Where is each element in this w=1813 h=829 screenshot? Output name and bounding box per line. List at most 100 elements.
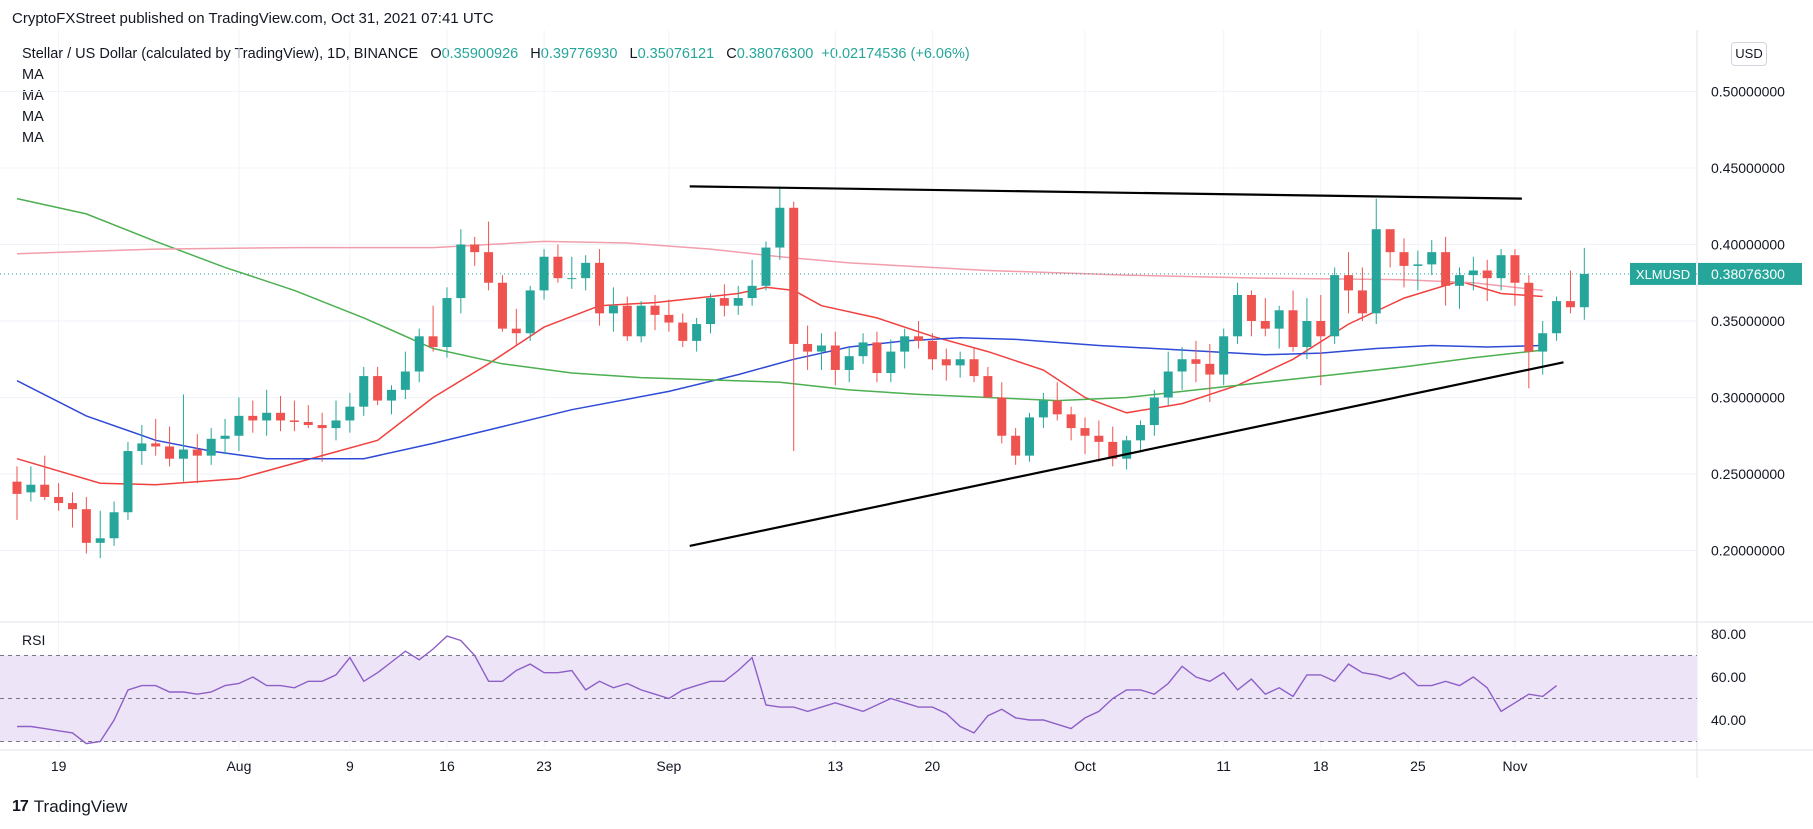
candle[interactable] [497, 275, 507, 332]
candle[interactable] [664, 299, 674, 332]
candle[interactable] [789, 201, 799, 452]
symbol-description[interactable]: Stellar / US Dollar (calculated by Tradi… [22, 46, 419, 62]
candle[interactable] [428, 305, 438, 352]
time-axis[interactable]: 19 Aug 9 16 23 Sep 13 20 Oct 11 18 25 Nov [51, 758, 1528, 774]
candle[interactable] [206, 428, 216, 465]
candle[interactable] [470, 236, 480, 266]
candle[interactable] [1038, 392, 1048, 429]
candle[interactable] [1233, 282, 1243, 344]
candle[interactable] [1205, 343, 1215, 403]
candle[interactable] [81, 496, 91, 554]
candle[interactable] [1191, 340, 1201, 383]
candle[interactable] [248, 400, 258, 433]
candle[interactable] [1496, 249, 1506, 291]
candle[interactable] [692, 317, 702, 352]
tradingview-logo-icon[interactable]: 17 [12, 798, 29, 815]
candle[interactable] [678, 313, 688, 348]
candle[interactable] [1288, 290, 1298, 352]
candle[interactable] [706, 293, 715, 334]
candle[interactable] [12, 466, 22, 520]
candle[interactable] [872, 331, 882, 383]
ma-legend-1[interactable]: MA [22, 67, 44, 83]
candle[interactable] [151, 418, 161, 456]
candle[interactable] [1441, 236, 1451, 306]
candle[interactable] [192, 434, 202, 484]
candle[interactable] [581, 255, 591, 291]
candle[interactable] [650, 294, 660, 331]
rsi-pane[interactable]: RSI 40.00 60.00 80.00 [0, 626, 1746, 745]
candle[interactable] [1246, 290, 1256, 337]
candle[interactable] [553, 244, 563, 283]
candle[interactable] [54, 483, 64, 511]
candle[interactable] [442, 287, 452, 358]
candle[interactable] [761, 241, 771, 291]
moving-average-line[interactable] [16, 337, 1543, 460]
candles[interactable] [12, 186, 1589, 559]
candle[interactable] [1094, 420, 1104, 462]
candle[interactable] [1454, 267, 1464, 309]
candle[interactable] [123, 441, 133, 520]
candle[interactable] [220, 418, 230, 455]
ma-legend-3[interactable]: MA [22, 109, 44, 125]
candle[interactable] [955, 351, 965, 378]
candle[interactable] [1025, 412, 1035, 462]
candle[interactable] [1177, 347, 1187, 390]
candle[interactable] [373, 366, 383, 406]
candle[interactable] [234, 397, 244, 452]
trendlines[interactable] [689, 185, 1564, 547]
candle[interactable] [1302, 298, 1312, 360]
candle[interactable] [525, 285, 535, 341]
candle[interactable] [539, 249, 549, 300]
candle[interactable] [567, 256, 577, 289]
candle[interactable] [969, 348, 979, 383]
candle[interactable] [1371, 198, 1381, 325]
candle[interactable] [636, 301, 646, 343]
candle[interactable] [900, 328, 910, 369]
candle[interactable] [622, 296, 632, 341]
candle[interactable] [178, 394, 188, 482]
candle[interactable] [165, 426, 175, 467]
candle[interactable] [95, 510, 105, 559]
candle[interactable] [1357, 267, 1367, 321]
candle[interactable] [67, 492, 77, 528]
tradingview-brand[interactable]: TradingView [33, 797, 128, 816]
rsi-line[interactable] [17, 635, 1558, 745]
candle[interactable] [1330, 267, 1340, 344]
candle[interactable] [844, 347, 854, 383]
candle[interactable] [1579, 247, 1589, 320]
currency-badge[interactable]: USD [1731, 42, 1767, 66]
candle[interactable] [775, 186, 785, 260]
candle[interactable] [1316, 294, 1326, 386]
candle[interactable] [595, 249, 605, 326]
candle[interactable] [733, 285, 743, 315]
candle[interactable] [1219, 328, 1229, 386]
candle[interactable] [1468, 256, 1478, 291]
candle[interactable] [1482, 259, 1492, 302]
moving-average-line[interactable] [16, 280, 1543, 486]
candle[interactable] [289, 400, 299, 432]
candle[interactable] [941, 348, 951, 381]
candle[interactable] [719, 284, 729, 317]
candle[interactable] [747, 259, 757, 306]
candle[interactable] [276, 395, 286, 432]
candle[interactable] [608, 287, 618, 332]
candle[interactable] [1344, 252, 1354, 314]
candle[interactable] [830, 331, 840, 386]
candle[interactable] [359, 366, 369, 416]
candle[interactable] [345, 392, 355, 433]
candle[interactable] [40, 455, 50, 501]
candle[interactable] [331, 400, 341, 441]
candle[interactable] [1413, 250, 1423, 291]
candle[interactable] [1108, 426, 1118, 467]
candle[interactable] [1274, 305, 1284, 349]
candle[interactable] [109, 501, 119, 546]
candle[interactable] [1149, 389, 1159, 436]
candle[interactable] [511, 308, 521, 346]
candle[interactable] [1163, 351, 1173, 406]
candle[interactable] [1399, 238, 1409, 288]
candle[interactable] [983, 366, 993, 398]
candle[interactable] [914, 321, 924, 349]
ma-legend-4[interactable]: MA [22, 130, 44, 146]
candle[interactable] [997, 382, 1007, 444]
candle[interactable] [1552, 296, 1562, 341]
